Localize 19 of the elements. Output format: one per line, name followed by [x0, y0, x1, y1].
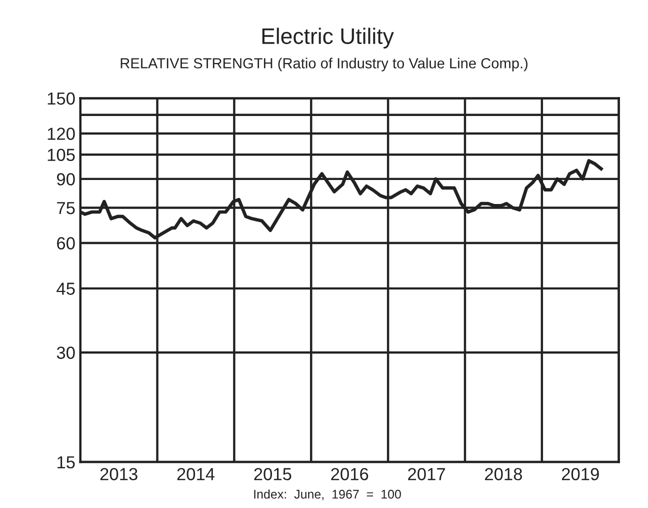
y-tick-label: 150 — [48, 92, 75, 105]
x-tick-label: 2014 — [177, 468, 215, 480]
y-tick-label: 90 — [56, 173, 75, 186]
chart-subtitle: RELATIVE STRENGTH (Ratio of Industry to Value Line Comp.) — [120, 58, 528, 72]
y-tick-label: 60 — [57, 237, 75, 250]
text: Index: June, 1967 = 100 — [254, 489, 401, 500]
x-tick-label: 2015 — [254, 468, 292, 480]
chart-title: Electric Utility — [262, 28, 394, 48]
x-tick-label: 2016 — [331, 468, 368, 480]
y-tick-label: 30 — [56, 346, 75, 359]
y-tick-label: 105 — [48, 148, 75, 162]
y-tick-label: 120 — [48, 128, 75, 140]
y-tick-label: 15 — [58, 456, 75, 468]
x-tick-label: 2019 — [562, 468, 599, 480]
x-tick-label: 2013 — [100, 468, 138, 480]
y-tick-label: 45 — [56, 282, 75, 295]
x-tick-label: 2018 — [485, 468, 522, 480]
y-tick-label: 75 — [57, 202, 75, 214]
x-tick-label: 2017 — [408, 468, 445, 480]
